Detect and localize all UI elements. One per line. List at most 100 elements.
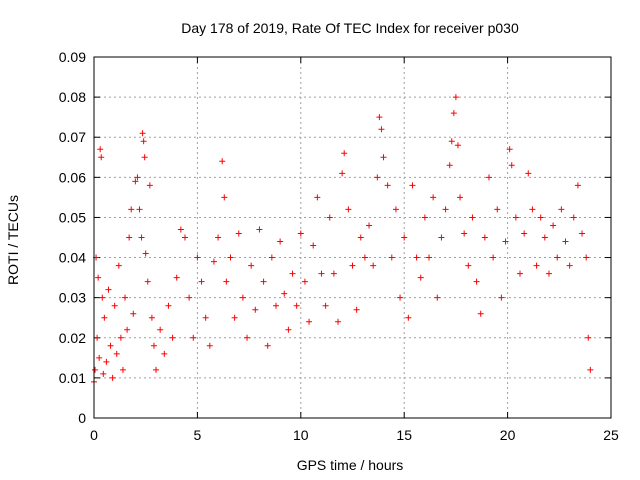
data-point xyxy=(434,294,441,301)
data-point xyxy=(421,214,428,221)
data-point xyxy=(252,306,259,313)
data-point xyxy=(113,350,120,357)
data-point xyxy=(450,110,457,117)
data-point xyxy=(301,278,308,285)
data-point xyxy=(138,234,145,241)
y-tick-label: 0.01 xyxy=(59,370,86,386)
y-tick-label: 0.04 xyxy=(59,250,86,266)
data-point xyxy=(366,222,373,229)
data-point xyxy=(481,234,488,241)
data-point xyxy=(157,326,164,333)
data-point xyxy=(105,286,112,293)
data-point xyxy=(570,214,577,221)
x-tick-label: 20 xyxy=(500,427,516,443)
data-point xyxy=(248,262,255,269)
data-point xyxy=(99,294,106,301)
data-point xyxy=(341,150,348,157)
data-point xyxy=(384,182,391,189)
data-point xyxy=(545,270,552,277)
data-point xyxy=(465,262,472,269)
data-point xyxy=(473,278,480,285)
y-tick-label: 0 xyxy=(78,410,86,426)
data-point xyxy=(94,334,101,341)
data-point xyxy=(306,318,313,325)
chart-title: Day 178 of 2019, Rate Of TEC Index for r… xyxy=(181,20,519,36)
data-point xyxy=(186,294,193,301)
data-point xyxy=(140,138,147,145)
data-point xyxy=(430,194,437,201)
data-point xyxy=(119,366,126,373)
data-point xyxy=(148,314,155,321)
data-point xyxy=(380,154,387,161)
data-point xyxy=(512,214,519,221)
data-point xyxy=(101,314,108,321)
data-point xyxy=(215,234,222,241)
y-tick-label: 0.03 xyxy=(59,290,86,306)
data-point xyxy=(181,234,188,241)
data-point xyxy=(134,174,141,181)
data-point xyxy=(335,318,342,325)
data-point xyxy=(136,206,143,213)
data-point xyxy=(574,182,581,189)
data-point xyxy=(142,250,149,257)
data-point xyxy=(139,130,146,137)
data-point xyxy=(107,342,114,349)
data-point xyxy=(585,334,592,341)
data-point xyxy=(442,206,449,213)
data-point xyxy=(554,254,561,261)
data-point xyxy=(96,354,103,361)
data-point xyxy=(448,138,455,145)
data-point xyxy=(239,294,246,301)
data-point xyxy=(388,254,395,261)
data-point xyxy=(452,94,459,101)
data-point xyxy=(417,274,424,281)
data-point xyxy=(264,342,271,349)
data-point xyxy=(117,334,124,341)
data-point xyxy=(260,278,267,285)
x-tick-label: 0 xyxy=(90,427,98,443)
data-point xyxy=(173,274,180,281)
data-point xyxy=(190,334,197,341)
data-point xyxy=(376,114,383,121)
data-point xyxy=(566,262,573,269)
data-point xyxy=(153,366,160,373)
data-point xyxy=(579,230,586,237)
x-tick-label: 5 xyxy=(194,427,202,443)
data-point xyxy=(370,262,377,269)
data-point xyxy=(529,206,536,213)
data-point xyxy=(141,154,148,161)
data-point xyxy=(161,350,168,357)
data-point xyxy=(413,254,420,261)
data-point xyxy=(144,278,151,285)
data-point xyxy=(98,154,105,161)
data-point xyxy=(401,234,408,241)
data-point xyxy=(498,294,505,301)
y-tick-label: 0.05 xyxy=(59,209,86,225)
data-point xyxy=(244,334,251,341)
data-point xyxy=(558,206,565,213)
data-point xyxy=(587,366,594,373)
data-point xyxy=(378,126,385,133)
y-tick-label: 0.07 xyxy=(59,129,86,145)
y-tick-label: 0.06 xyxy=(59,169,86,185)
data-point xyxy=(533,262,540,269)
data-point xyxy=(485,174,492,181)
data-point xyxy=(469,214,476,221)
data-point xyxy=(426,254,433,261)
data-point xyxy=(165,302,172,309)
data-point xyxy=(457,194,464,201)
data-point xyxy=(198,278,205,285)
data-point xyxy=(122,294,129,301)
data-point xyxy=(361,254,368,261)
data-point xyxy=(219,158,226,165)
data-point xyxy=(268,254,275,261)
data-point xyxy=(111,302,118,309)
x-tick-label: 10 xyxy=(293,427,309,443)
data-point xyxy=(297,230,304,237)
data-point xyxy=(95,274,102,281)
data-point xyxy=(502,238,509,245)
data-point xyxy=(231,314,238,321)
data-point xyxy=(322,302,329,309)
data-point xyxy=(461,230,468,237)
